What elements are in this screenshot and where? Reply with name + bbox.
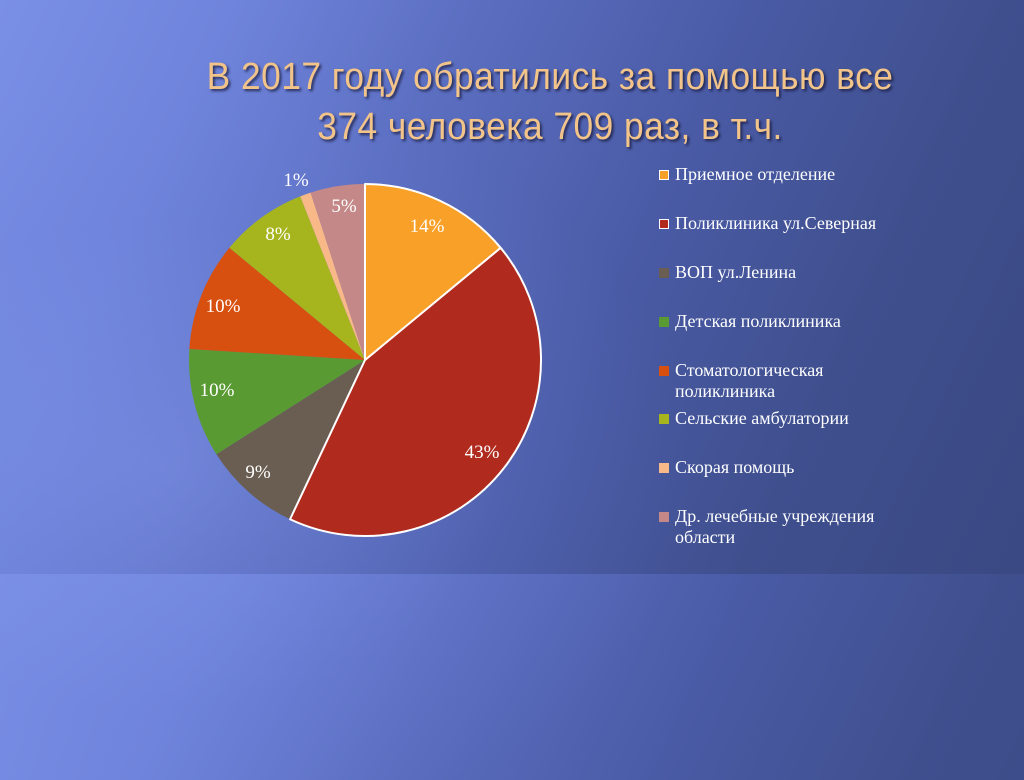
pie-slice-8 — [310, 183, 365, 360]
pie-slice-6 — [229, 196, 365, 360]
pie-slice-7 — [300, 192, 365, 360]
legend-item-6: Сельские амбулатории — [659, 408, 945, 429]
title-line-2: 374 человека 709 раз, в т.ч. — [317, 106, 783, 148]
legend-label: Стоматологическая поликлиника — [675, 360, 824, 401]
data-label-8: 5% — [331, 196, 357, 217]
pie-slice-3 — [216, 360, 365, 520]
pie-slice-4 — [189, 348, 365, 455]
legend-swatch-icon — [659, 219, 669, 229]
data-label-1: 14% — [410, 216, 445, 237]
legend-label: Поликлиника ул.Северная — [675, 213, 877, 233]
legend-label: ВОП ул.Ленина — [675, 262, 797, 282]
legend-swatch-icon — [659, 463, 669, 473]
legend-label: Сельские амбулатории — [675, 408, 849, 428]
legend-swatch-icon — [659, 512, 669, 522]
legend-item-2: Поликлиника ул.Северная — [659, 213, 945, 234]
data-label-6: 8% — [265, 224, 291, 245]
legend-swatch-icon — [659, 317, 669, 327]
legend-label: Скорая помощь — [675, 457, 795, 477]
legend-swatch-icon — [659, 414, 669, 424]
legend-label: Др. лечебные учреждения области — [675, 506, 875, 547]
legend-item-1: Приемное отделение — [659, 164, 945, 185]
data-label-5: 10% — [206, 296, 241, 317]
pie-chart: 14% 43% 9% 10% 10% 8% 1% 5% — [189, 170, 542, 537]
legend-label: Приемное отделение — [675, 164, 836, 184]
legend-item-3: ВОП ул.Ленина — [659, 262, 945, 283]
pie-slice-5 — [189, 247, 365, 360]
legend-label: Детская поликлиника — [675, 311, 841, 331]
data-label-7: 1% — [283, 170, 309, 191]
data-label-2: 43% — [465, 442, 500, 463]
legend-item-4: Детская поликлиника — [659, 311, 945, 332]
title-line-1: В 2017 году обратились за помощью все — [206, 56, 894, 98]
legend-item-8: Др. лечебные учреждения области — [659, 506, 925, 548]
pie-slice-1 — [364, 183, 502, 361]
legend-swatch-icon — [659, 268, 669, 278]
legend-swatch-icon — [659, 366, 669, 376]
pie-slices — [189, 183, 542, 537]
data-label-4: 10% — [200, 380, 235, 401]
legend-item-7: Скорая помощь — [659, 457, 945, 478]
pie-slice-2 — [289, 246, 542, 537]
legend-item-5: Стоматологическая поликлиника — [659, 360, 875, 402]
data-label-3: 9% — [245, 462, 271, 483]
legend-swatch-icon — [659, 170, 669, 180]
slide-title: В 2017 году обратились за помощью все 37… — [132, 52, 969, 152]
pie-data-labels: 14% 43% 9% 10% 10% 8% 1% 5% — [200, 170, 500, 483]
